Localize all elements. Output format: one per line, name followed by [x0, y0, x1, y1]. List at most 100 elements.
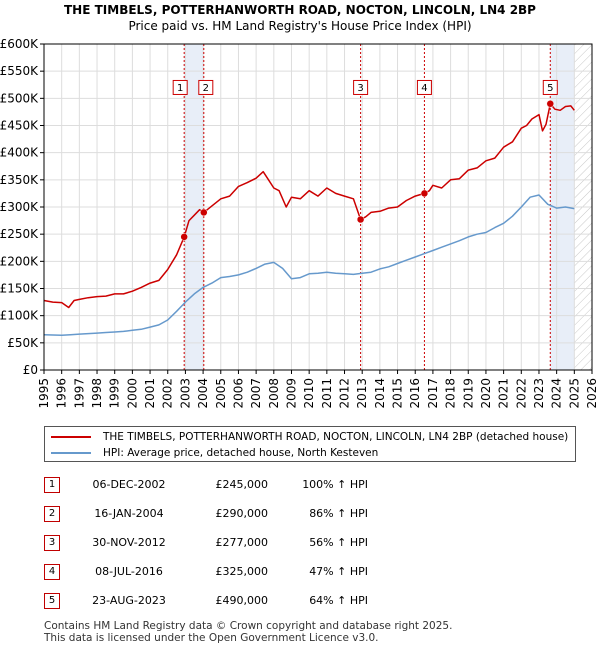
y-tick-label: £150K: [0, 282, 39, 296]
sale-row: 3 30-NOV-2012 £277,000 56% ↑ HPI: [44, 534, 444, 552]
sale-marker: 2: [198, 79, 214, 95]
sale-marker-box: [416, 79, 432, 95]
sale-hpi-change: 47% ↑ HPI: [309, 565, 368, 578]
sale-marker-box: [198, 79, 214, 95]
sale-point: [356, 215, 365, 224]
x-tick-label: 2004: [196, 378, 210, 409]
y-tick-label: £0: [23, 363, 38, 377]
x-tick-label: 2011: [320, 378, 334, 409]
x-tick-label: 2026: [585, 378, 599, 409]
x-tick-label: 1998: [90, 378, 104, 409]
x-tick-label: 2014: [373, 378, 387, 409]
x-tick-label: 1995: [37, 378, 51, 409]
x-tick-label: 2024: [550, 378, 564, 409]
sale-hpi-change: 86% ↑ HPI: [309, 507, 368, 520]
sale-date: 23-AUG-2023: [92, 594, 166, 607]
series-line-hpi: [43, 194, 575, 336]
x-tick-label: 2025: [567, 378, 581, 409]
sale-hpi-change: 100% ↑ HPI: [302, 478, 368, 491]
sale-number: 4: [44, 564, 60, 580]
legend-swatch-hpi: [51, 452, 91, 454]
sale-row: 1 06-DEC-2002 £245,000 100% ↑ HPI: [44, 476, 444, 494]
footer-line: Contains HM Land Registry data © Crown c…: [44, 620, 453, 632]
sale-row: 5 23-AUG-2023 £490,000 64% ↑ HPI: [44, 592, 444, 610]
x-tick-label: 2000: [125, 378, 139, 409]
x-tick-label: 2003: [178, 378, 192, 409]
y-tick-label: £50K: [7, 336, 39, 350]
legend-swatch-price: [51, 436, 91, 438]
x-tick-label: 2012: [338, 378, 352, 409]
x-tick-label: 2001: [143, 378, 157, 409]
legend-label-price: THE TIMBELS, POTTERHANWORTH ROAD, NOCTON…: [103, 431, 569, 443]
x-tick-label: 2009: [284, 378, 298, 409]
x-tick-label: 1997: [72, 378, 86, 409]
sale-number: 2: [44, 506, 60, 522]
sale-price: £490,000: [215, 594, 269, 607]
sale-number: 1: [44, 477, 60, 493]
sale-marker-label: 4: [421, 83, 427, 94]
y-tick-label: £350K: [0, 173, 39, 187]
x-tick-label: 1996: [55, 378, 69, 409]
y-tick-label: £100K: [0, 309, 39, 323]
legend-item-hpi: HPI: Average price, detached house, Nort…: [51, 445, 378, 461]
y-tick-label: £400K: [0, 146, 39, 160]
y-tick-label: £600K: [0, 37, 39, 51]
x-tick-label: 2005: [214, 378, 228, 409]
x-tick-label: 2018: [444, 378, 458, 409]
sale-price: £290,000: [215, 507, 269, 520]
sale-date: 30-NOV-2012: [92, 536, 166, 549]
sale-marker: 4: [416, 79, 432, 95]
x-tick-label: 2007: [249, 378, 263, 409]
sale-price: £325,000: [215, 565, 269, 578]
x-tick-label: 2022: [514, 378, 528, 409]
sale-row: 4 08-JUL-2016 £325,000 47% ↑ HPI: [44, 563, 444, 581]
x-tick-label: 2002: [161, 378, 175, 409]
sale-marker-label: 1: [177, 83, 183, 94]
x-tick-label: 2023: [532, 378, 546, 409]
sale-marker: 1: [172, 79, 188, 95]
sale-marker-label: 2: [203, 83, 209, 94]
sale-point: [420, 189, 429, 198]
x-tick-label: 2015: [391, 378, 405, 409]
x-tick-label: 2006: [231, 378, 245, 409]
chart-subtitle: Price paid vs. HM Land Registry's House …: [128, 19, 472, 33]
sale-marker-box: [172, 79, 188, 95]
y-tick-label: £300K: [0, 200, 39, 214]
sale-number: 3: [44, 535, 60, 551]
series-line-price: [43, 103, 575, 309]
y-tick-label: £500K: [0, 91, 39, 105]
sale-price: £277,000: [215, 536, 269, 549]
sale-marker-label: 3: [357, 83, 363, 94]
sale-point: [180, 233, 188, 241]
sale-row: 2 16-JAN-2004 £290,000 86% ↑ HPI: [44, 505, 444, 523]
legend: THE TIMBELS, POTTERHANWORTH ROAD, NOCTON…: [44, 426, 576, 462]
sale-number: 5: [44, 593, 60, 609]
footer-attribution: Contains HM Land Registry data © Crown c…: [44, 620, 452, 644]
x-tick-label: 2021: [497, 378, 511, 409]
footer-line: This data is licensed under the Open Gov…: [44, 632, 379, 644]
sale-hpi-change: 56% ↑ HPI: [309, 536, 368, 549]
chart-title: THE TIMBELS, POTTERHANWORTH ROAD, NOCTON…: [64, 3, 536, 17]
legend-label-hpi: HPI: Average price, detached house, Nort…: [103, 447, 379, 459]
y-tick-label: £450K: [0, 119, 39, 133]
sale-hpi-change: 64% ↑ HPI: [309, 594, 368, 607]
sale-point: [200, 208, 208, 217]
y-tick-label: £250K: [0, 227, 39, 241]
x-tick-label: 2016: [408, 378, 422, 409]
x-tick-label: 2010: [302, 378, 316, 409]
sale-date: 06-DEC-2002: [92, 478, 166, 491]
x-tick-label: 2008: [267, 378, 281, 409]
sale-date: 08-JUL-2016: [95, 565, 163, 578]
sale-date: 16-JAN-2004: [94, 507, 164, 520]
y-tick-label: £550K: [0, 64, 39, 78]
sale-marker: 3: [353, 79, 369, 95]
sale-marker-label: 5: [547, 83, 553, 94]
x-tick-label: 1999: [108, 378, 122, 409]
legend-item-price: THE TIMBELS, POTTERHANWORTH ROAD, NOCTON…: [51, 429, 568, 445]
y-tick-label: £200K: [0, 254, 39, 268]
sale-price: £245,000: [215, 478, 269, 491]
sale-point: [546, 100, 555, 108]
x-tick-label: 2020: [479, 378, 493, 409]
x-tick-label: 2013: [355, 378, 369, 409]
